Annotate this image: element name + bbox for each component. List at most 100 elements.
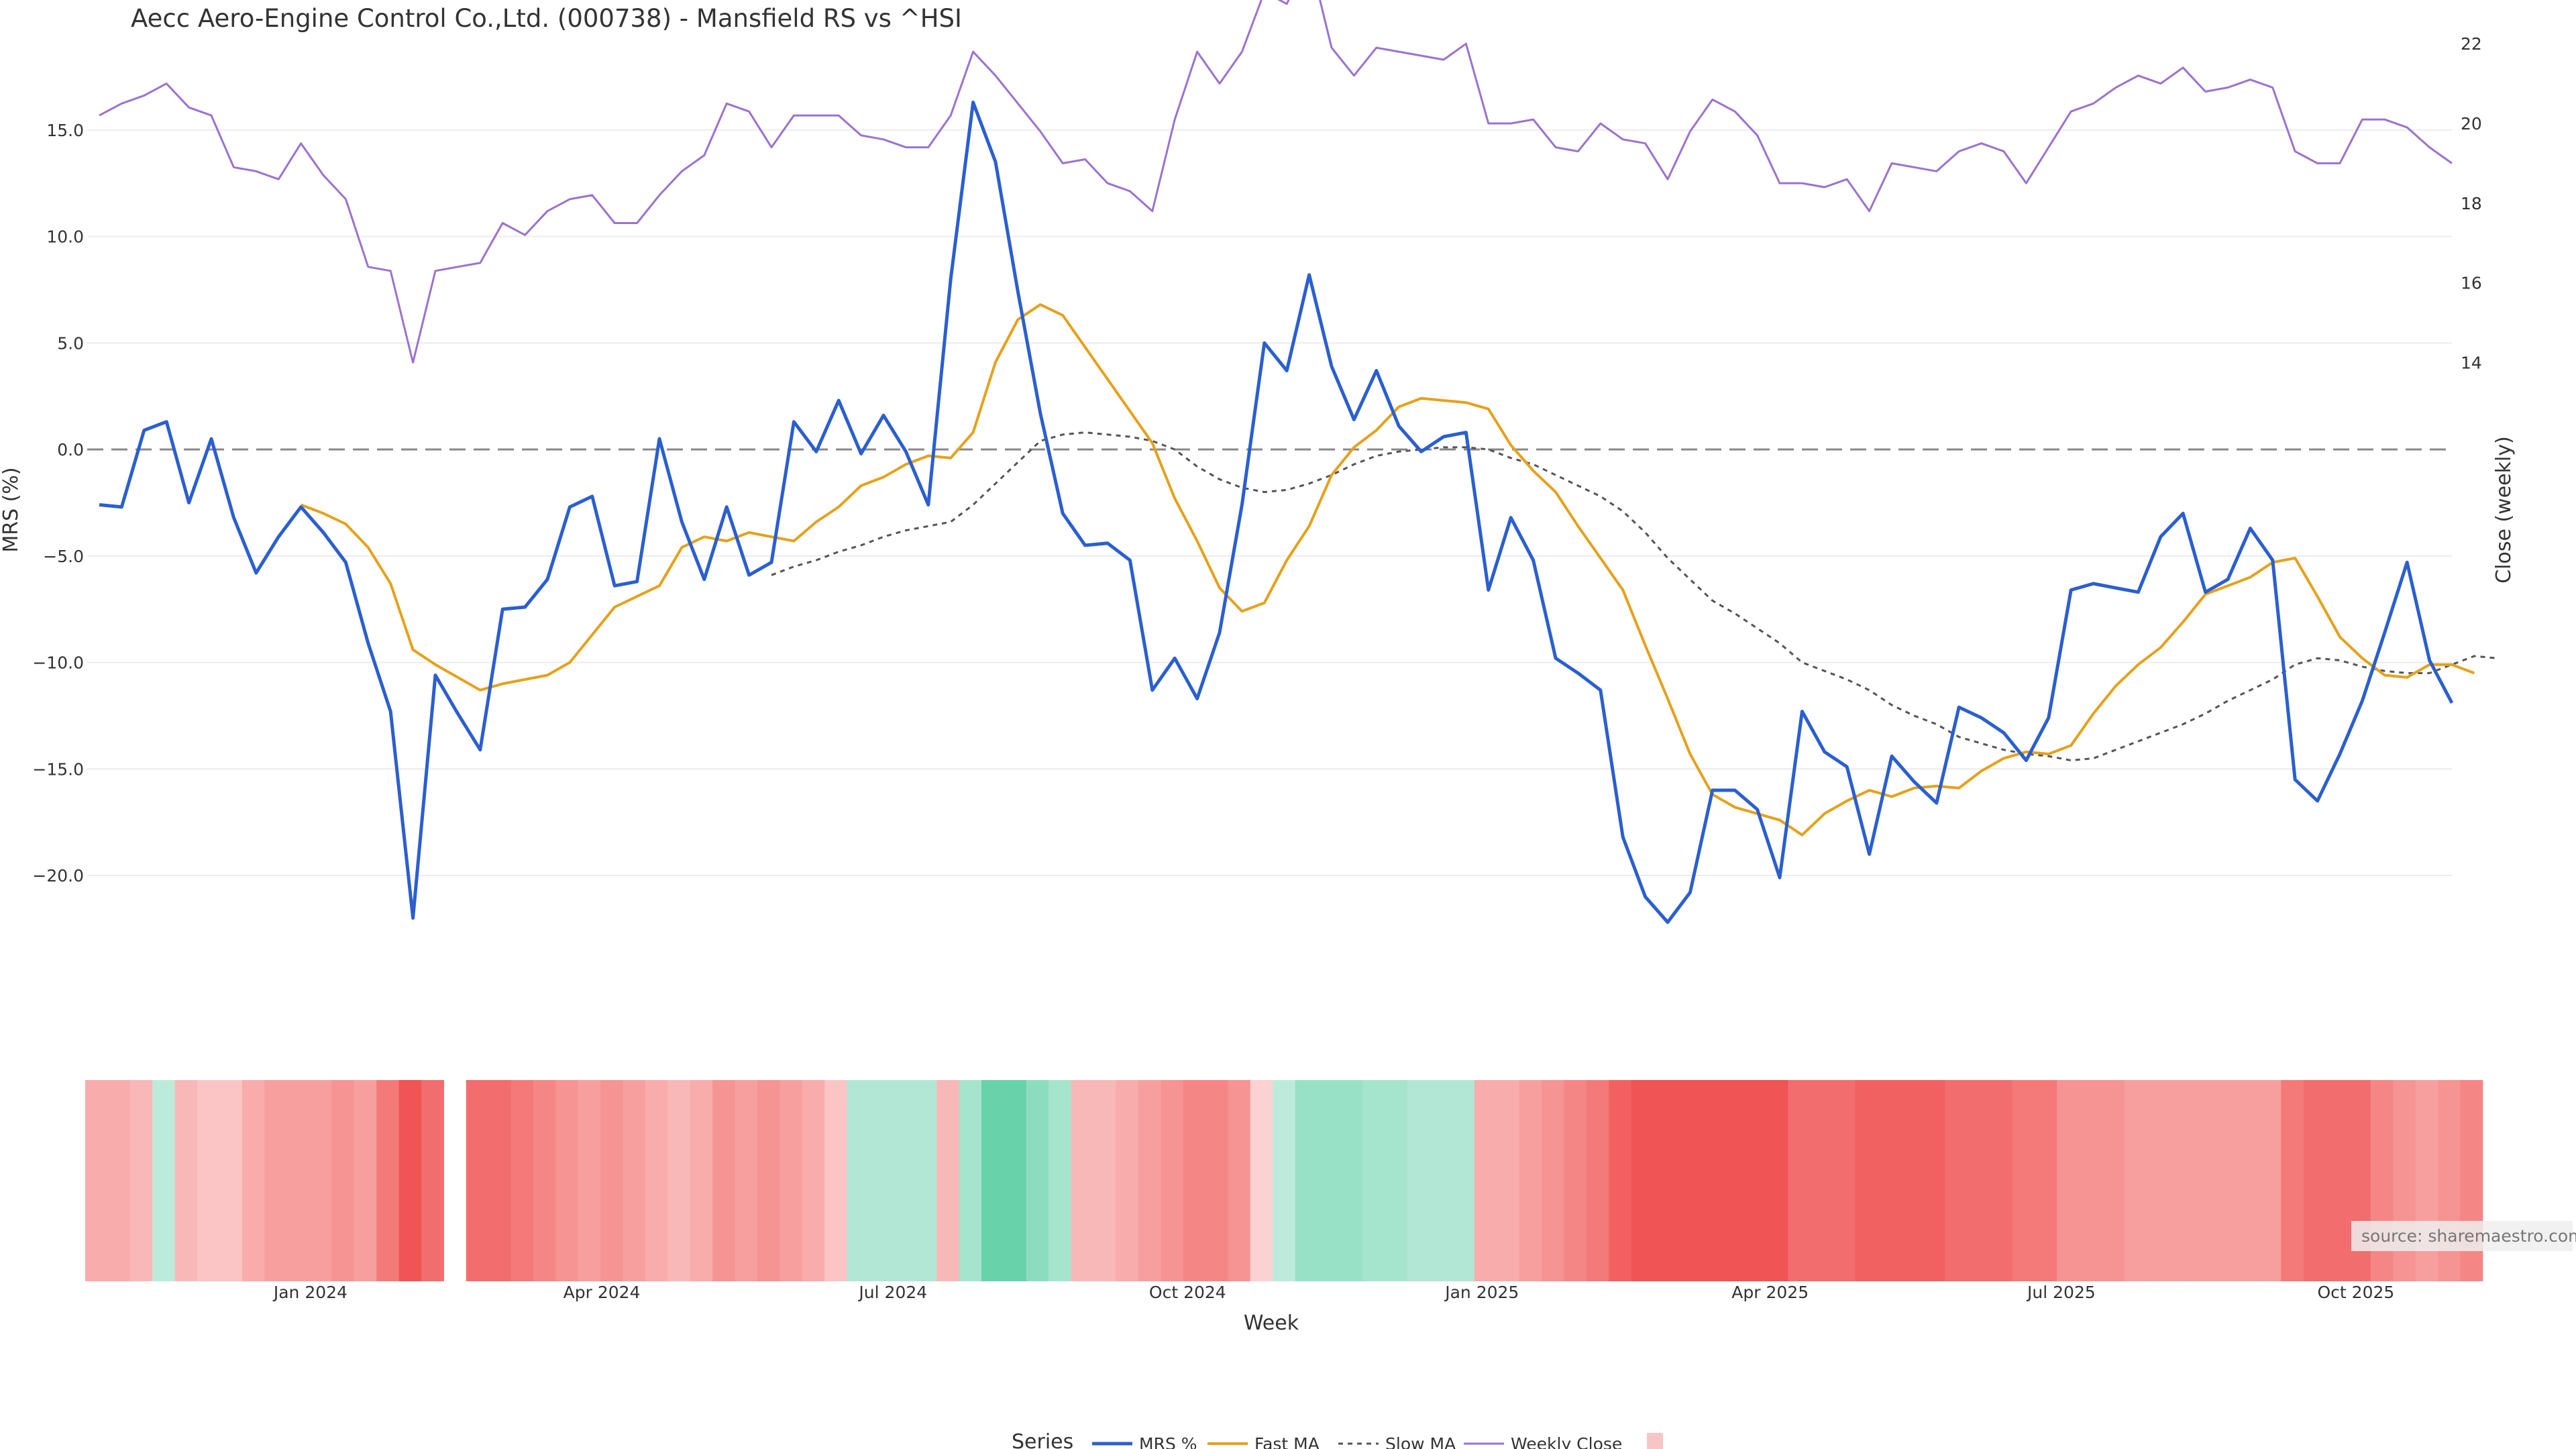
heatmap-cell (1497, 1080, 1520, 1281)
heatmap-cell (735, 1080, 758, 1281)
heatmap-cell (2124, 1080, 2147, 1281)
heatmap-cell (1855, 1080, 1878, 1281)
heatmap-cell (1004, 1080, 1027, 1281)
heatmap-cell (1766, 1080, 1788, 1281)
heatmap-cell (555, 1080, 579, 1281)
heatmap-cell (1093, 1080, 1116, 1281)
heatmap-cell (511, 1080, 534, 1281)
heatmap-cell (2034, 1080, 2057, 1281)
legend-label: Weekly Close (1511, 1434, 1622, 1449)
gridlines (87, 129, 2452, 876)
heatmap-cell (85, 1080, 108, 1281)
x-tick-label: Jan 2024 (272, 1283, 347, 1302)
heatmap-cell (667, 1080, 691, 1281)
y-right-tick-label: 18 (2461, 194, 2482, 213)
heatmap-cell (1542, 1080, 1564, 1281)
x-tick-label: Jan 2025 (1444, 1283, 1519, 1302)
heatmap-cell (600, 1080, 624, 1281)
heatmap-cell (197, 1080, 220, 1281)
heatmap-cell (1250, 1080, 1273, 1281)
heatmap-cell (824, 1080, 848, 1281)
heatmap-cell (1273, 1080, 1296, 1281)
heatmap-cell (981, 1080, 1004, 1281)
heatmap-cell (914, 1080, 937, 1281)
heatmap-cell (1698, 1080, 1721, 1281)
x-axis-label: Week (1244, 1311, 1299, 1335)
heatmap-cell (959, 1080, 982, 1281)
heatmap-cell (2191, 1080, 2214, 1281)
legend-label: MRS % (1139, 1434, 1197, 1449)
heatmap-cell (331, 1080, 355, 1281)
heatmap-cell (780, 1080, 803, 1281)
heatmap-cell (1676, 1080, 1699, 1281)
heatmap-cell (2214, 1080, 2237, 1281)
heatmap-cell (107, 1080, 131, 1281)
heatmap-cell (1340, 1080, 1363, 1281)
heatmap-cell (1071, 1080, 1094, 1281)
x-tick-label: Apr 2024 (564, 1283, 641, 1302)
heatmap-cell (2303, 1080, 2326, 1281)
heatmap-cell (1318, 1080, 1340, 1281)
y-left-tick-label: 10.0 (46, 227, 84, 247)
y-left-tick-label: −20.0 (32, 866, 84, 885)
heatmap-cell (1161, 1080, 1184, 1281)
heatmap-cell (2012, 1080, 2035, 1281)
y-right-tick-label: 22 (2461, 34, 2482, 54)
heatmap-cell (219, 1080, 243, 1281)
heatmap-cell (1743, 1080, 1766, 1281)
heatmap-cell (2079, 1080, 2102, 1281)
heatmap-cell (712, 1080, 736, 1281)
heatmap-cell (2281, 1080, 2304, 1281)
heatmap-cell (847, 1080, 870, 1281)
heatmap-cell (376, 1080, 400, 1281)
heatmap-cell (645, 1080, 668, 1281)
heatmap-cell (1138, 1080, 1161, 1281)
heatmap-cell (152, 1080, 176, 1281)
x-tick-label: Jul 2025 (2026, 1283, 2096, 1302)
heatmap-cell (398, 1080, 422, 1281)
y-axis-right-ticks: 242220181614 (2461, 34, 2482, 372)
heatmap-cell (623, 1080, 646, 1281)
heatmap-cell (466, 1080, 489, 1281)
heatmap-cell (1295, 1080, 1318, 1281)
heatmap-cell (1452, 1080, 1475, 1281)
heatmap-cell (2102, 1080, 2125, 1281)
heatmap-cell (1049, 1080, 1072, 1281)
legend: Series MRS % Fast MA Slow MA Weekly Close (1012, 1430, 1663, 1449)
heatmap-cell (2057, 1080, 2080, 1281)
y-left-tick-label: 15.0 (46, 121, 84, 140)
heatmap-cell (892, 1080, 915, 1281)
heatmap-cell (1945, 1080, 1968, 1281)
heatmap-cell (2169, 1080, 2192, 1281)
heatmap-cell (1900, 1080, 1923, 1281)
y-axis-left-ticks: 15.0 10.0 5.0 0.0 −5.0 −10.0 −15.0 −20.0 (32, 121, 84, 885)
heatmap-cell (421, 1080, 444, 1281)
heatmap-cell (286, 1080, 310, 1281)
x-tick-label: Jul 2024 (857, 1283, 927, 1302)
y-right-tick-label: 20 (2461, 114, 2482, 133)
heatmap-cell (1026, 1080, 1049, 1281)
heatmap-cell (488, 1080, 512, 1281)
y-left-tick-label: 0.0 (57, 440, 84, 460)
y-right-tick-label: 16 (2461, 274, 2482, 293)
heatmap-cell (578, 1080, 601, 1281)
y-left-tick-label: −5.0 (43, 547, 84, 566)
y-axis-left-label: MRS (%) (0, 467, 23, 552)
legend-title: Series (1012, 1430, 1073, 1449)
heatmap-cell (1385, 1080, 1408, 1281)
heatmap-cell (1990, 1080, 2012, 1281)
heatmap-cell (1474, 1080, 1497, 1281)
y-axis-right-label: Close (weekly) (2492, 436, 2516, 584)
heatmap-cell (1922, 1080, 1945, 1281)
heatmap-cell (1586, 1080, 1609, 1281)
series-layer (99, 0, 2497, 924)
heatmap-cell (1631, 1080, 1654, 1281)
heatmap-cell (1810, 1080, 1833, 1281)
chart-title: Aecc Aero-Engine Control Co.,Ltd. (00073… (131, 4, 962, 33)
legend-swatch-heatmap (1647, 1433, 1663, 1449)
heatmap-cell (1362, 1080, 1385, 1281)
heatmap-cell (757, 1080, 780, 1281)
heatmap-cell (2146, 1080, 2169, 1281)
heatmap-cell (533, 1080, 556, 1281)
